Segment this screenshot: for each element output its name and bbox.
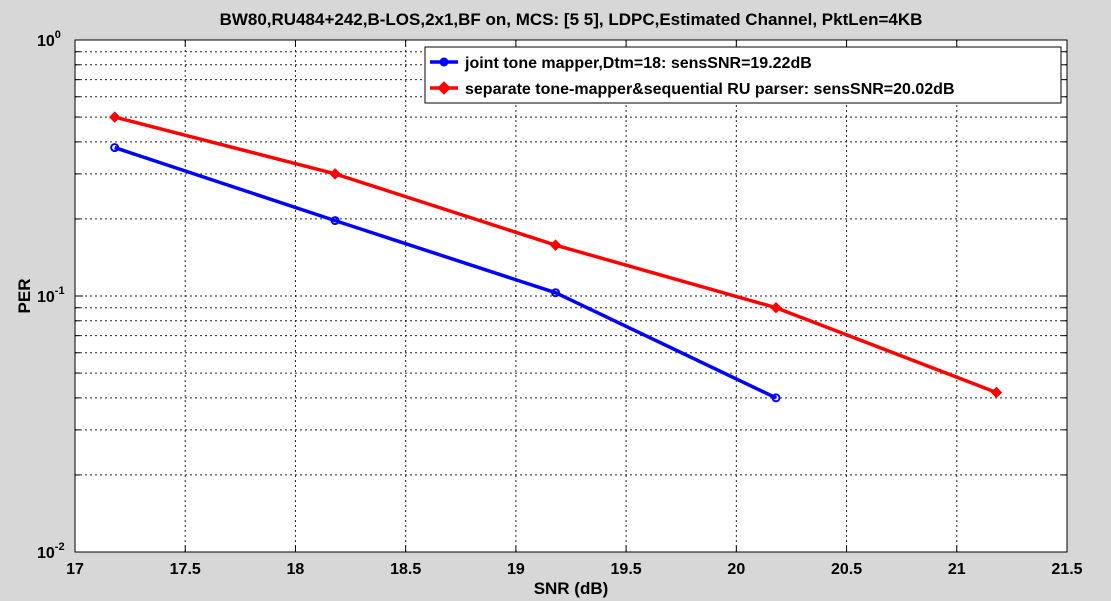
- x-tick-label: 17.5: [170, 561, 201, 578]
- x-tick-label: 20: [727, 561, 745, 578]
- x-axis-label: SNR (dB): [534, 579, 609, 598]
- x-tick-label: 20.5: [831, 561, 862, 578]
- data-point-1: [330, 216, 340, 226]
- chart-title: BW80,RU484+242,B-LOS,2x1,BF on, MCS: [5 …: [220, 10, 923, 29]
- y-tick-label: 10-2: [37, 541, 65, 562]
- x-tick-label: 18: [287, 561, 305, 578]
- y-axis-label: PER: [15, 279, 34, 314]
- y-tick-label: 10-1: [37, 285, 65, 306]
- x-tick-label: 17: [66, 561, 84, 578]
- data-point-1: [110, 143, 120, 153]
- series-layer: [108, 111, 1003, 403]
- x-tick-label: 19: [507, 561, 525, 578]
- data-point-2: [549, 239, 562, 251]
- legend-label-1: joint tone mapper,Dtm=18: sensSNR=19.22d…: [464, 55, 812, 72]
- x-tick-label: 18.5: [390, 561, 421, 578]
- axis-ticks: 17 17.5 18 18.5 19 19.5 20 20.5 21 21.5 10-2 10-1 10…: [37, 29, 1083, 578]
- data-point-1: [551, 288, 561, 298]
- legend: joint tone mapper,Dtm=18: sensSNR=19.22d…: [424, 46, 1062, 104]
- x-tick-label: 21: [948, 561, 966, 578]
- x-tick-label: 21.5: [1051, 561, 1082, 578]
- series-line-1: [114, 145, 777, 400]
- data-point-2: [329, 168, 341, 180]
- legend-marker-1: [439, 57, 449, 67]
- legend-marker-2: [437, 81, 451, 95]
- data-point-1: [771, 393, 781, 403]
- data-point-2: [770, 302, 782, 314]
- legend-box: [424, 46, 1062, 104]
- data-point-2: [108, 111, 121, 123]
- data-point-2: [990, 386, 1003, 399]
- y-tick-label: 100: [37, 29, 61, 50]
- x-tick-label: 19.5: [611, 561, 642, 578]
- legend-label-2: separate tone-mapper&sequential RU parse…: [465, 81, 955, 98]
